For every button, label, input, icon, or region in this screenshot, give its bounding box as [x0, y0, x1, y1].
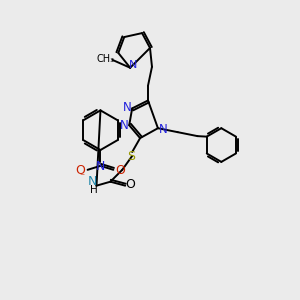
Text: O: O [76, 164, 85, 177]
Text: ⁻: ⁻ [79, 173, 84, 183]
Text: N: N [96, 160, 105, 173]
Text: S: S [127, 150, 135, 164]
Text: O: O [115, 164, 125, 177]
Text: N: N [158, 123, 167, 136]
Text: O: O [125, 178, 135, 191]
Text: N: N [123, 101, 132, 114]
Text: N: N [129, 60, 137, 70]
Text: H: H [90, 184, 98, 195]
Text: CH₃: CH₃ [96, 54, 115, 64]
Text: N: N [88, 175, 97, 188]
Text: N: N [120, 119, 129, 132]
